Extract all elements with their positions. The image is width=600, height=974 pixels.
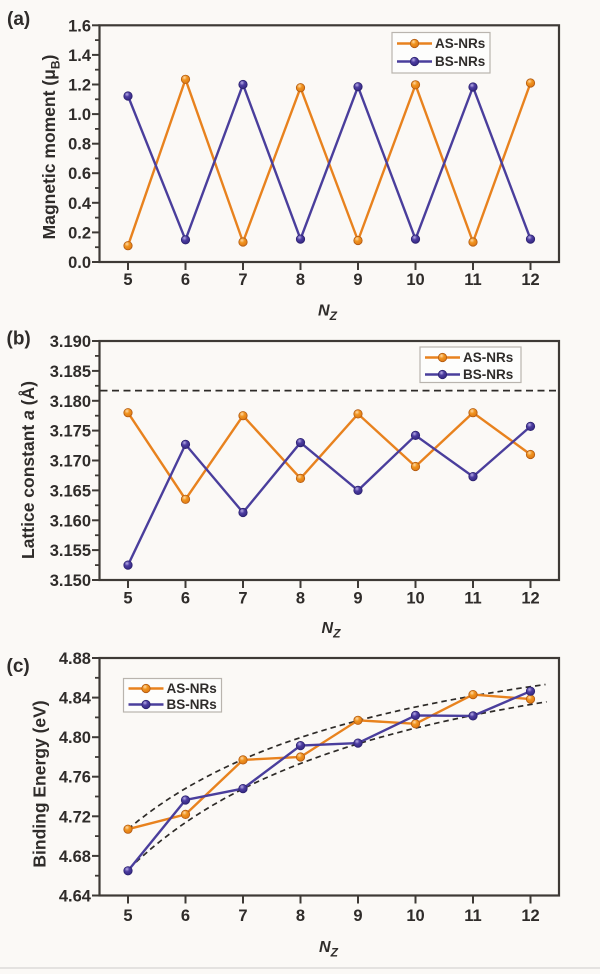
svg-text:6: 6 <box>181 590 190 608</box>
svg-text:5: 5 <box>123 907 132 925</box>
svg-text:Lattice constant a (Å): Lattice constant a (Å) <box>18 381 38 559</box>
svg-text:1.2: 1.2 <box>68 77 91 95</box>
svg-text:3.150: 3.150 <box>50 572 91 590</box>
svg-text:0.2: 0.2 <box>68 224 91 242</box>
svg-text:5: 5 <box>123 590 132 608</box>
svg-text:BS-NRs: BS-NRs <box>167 697 217 712</box>
svg-text:AS-NRs: AS-NRs <box>463 350 513 365</box>
svg-text:0.0: 0.0 <box>68 254 91 272</box>
svg-text:3.190: 3.190 <box>50 333 91 351</box>
svg-text:Binding Energy (eV): Binding Energy (eV) <box>30 700 50 867</box>
svg-text:8: 8 <box>296 590 305 608</box>
svg-text:7: 7 <box>238 907 247 925</box>
svg-text:1.4: 1.4 <box>68 47 92 65</box>
svg-text:(b): (b) <box>7 329 31 350</box>
svg-text:5: 5 <box>123 271 132 289</box>
svg-text:12: 12 <box>521 271 539 289</box>
svg-text:3.175: 3.175 <box>50 423 91 441</box>
svg-text:3.180: 3.180 <box>50 393 91 411</box>
svg-text:Magnetic moment (μB): Magnetic moment (μB) <box>39 55 63 240</box>
svg-text:0.6: 0.6 <box>68 165 91 183</box>
svg-text:BS-NRs: BS-NRs <box>435 54 485 69</box>
svg-text:10: 10 <box>406 907 424 925</box>
svg-text:3.170: 3.170 <box>50 453 91 471</box>
svg-text:0.4: 0.4 <box>68 195 92 213</box>
svg-text:3.185: 3.185 <box>50 363 91 381</box>
svg-text:4.68: 4.68 <box>59 848 91 866</box>
svg-text:3.155: 3.155 <box>50 542 91 560</box>
svg-text:(a): (a) <box>7 9 30 30</box>
svg-text:8: 8 <box>296 271 305 289</box>
svg-text:10: 10 <box>406 590 424 608</box>
svg-text:11: 11 <box>464 907 481 925</box>
svg-text:4.88: 4.88 <box>59 650 91 668</box>
svg-text:12: 12 <box>521 590 539 608</box>
svg-text:1.6: 1.6 <box>68 17 91 35</box>
svg-text:4.76: 4.76 <box>59 769 91 787</box>
svg-text:6: 6 <box>181 271 190 289</box>
svg-text:7: 7 <box>238 271 247 289</box>
svg-text:4.72: 4.72 <box>59 808 91 826</box>
svg-text:3.160: 3.160 <box>50 512 91 530</box>
svg-text:11: 11 <box>464 590 481 608</box>
svg-text:11: 11 <box>464 271 481 289</box>
svg-text:12: 12 <box>521 907 539 925</box>
svg-text:10: 10 <box>406 271 424 289</box>
svg-text:8: 8 <box>296 907 305 925</box>
svg-text:9: 9 <box>353 590 362 608</box>
svg-text:AS-NRs: AS-NRs <box>167 681 217 696</box>
svg-text:9: 9 <box>353 271 362 289</box>
svg-text:AS-NRs: AS-NRs <box>435 36 485 51</box>
svg-text:(c): (c) <box>7 656 30 677</box>
svg-text:6: 6 <box>181 907 190 925</box>
svg-text:9: 9 <box>353 907 362 925</box>
svg-text:4.80: 4.80 <box>59 729 91 747</box>
svg-text:1.0: 1.0 <box>68 106 91 124</box>
svg-text:4.84: 4.84 <box>59 690 92 708</box>
svg-text:0.8: 0.8 <box>68 136 91 154</box>
svg-text:BS-NRs: BS-NRs <box>463 367 513 382</box>
svg-text:4.64: 4.64 <box>59 888 92 906</box>
svg-text:7: 7 <box>238 590 247 608</box>
svg-text:3.165: 3.165 <box>50 482 91 500</box>
